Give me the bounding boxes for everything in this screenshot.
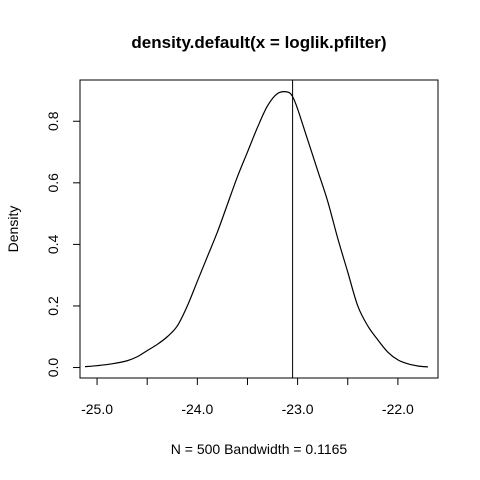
x-tick-label: -24.0 (181, 401, 213, 417)
y-tick-label: 0.6 (45, 173, 61, 193)
x-tick-label: -25.0 (81, 401, 113, 417)
x-tick-label: -23.0 (282, 401, 314, 417)
chart-title: density.default(x = loglik.pfilter) (131, 33, 386, 52)
density-curve (84, 91, 429, 368)
y-axis: 0.0 0.2 0.4 0.6 0.8 (45, 111, 81, 378)
y-tick-label: 0.0 (45, 358, 61, 378)
y-tick-label: 0.4 (45, 234, 61, 254)
y-axis-label: Density (5, 206, 21, 253)
x-tick-label: -22.0 (382, 401, 414, 417)
y-tick-label: 0.8 (45, 111, 61, 131)
x-axis-label: N = 500 Bandwidth = 0.1165 (171, 441, 348, 457)
y-tick-label: 0.2 (45, 296, 61, 316)
x-axis: -25.0 -24.0 -23.0 -22.0 (81, 377, 414, 417)
